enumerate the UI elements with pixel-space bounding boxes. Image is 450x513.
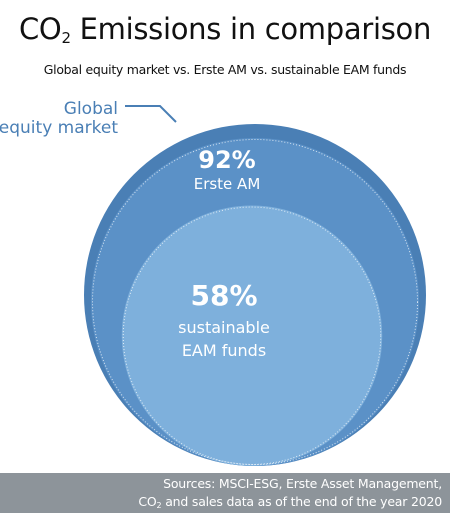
name-label-erste-am: Erste AM	[194, 175, 261, 193]
chart-subtitle: Global equity market vs. Erste AM vs. su…	[43, 62, 407, 77]
circle-sustainable-eam-funds	[121, 205, 383, 466]
name-label-sustainable-0: sustainable	[178, 318, 270, 337]
value-label-erste-am: 92%	[198, 146, 255, 174]
name-label-sustainable-1: EAM funds	[182, 341, 266, 360]
sources-footer: Sources: MSCI-ESG, Erste Asset Managemen…	[0, 473, 450, 513]
label-global-1: equity market	[0, 118, 118, 138]
chart-title: CO2 Emissions in comparison	[18, 12, 432, 47]
sources-line-2: CO2 and sales data as of the end of the …	[138, 494, 442, 510]
sources-line-1: Sources: MSCI-ESG, Erste Asset Managemen…	[163, 476, 442, 491]
circle-outline-sustainable-eam-funds	[122, 206, 382, 466]
global-leader-line	[125, 105, 177, 123]
value-label-sustainable: 58%	[190, 279, 257, 312]
circle-outline-erste-am	[91, 138, 419, 466]
label-global-0: Global	[64, 99, 118, 119]
